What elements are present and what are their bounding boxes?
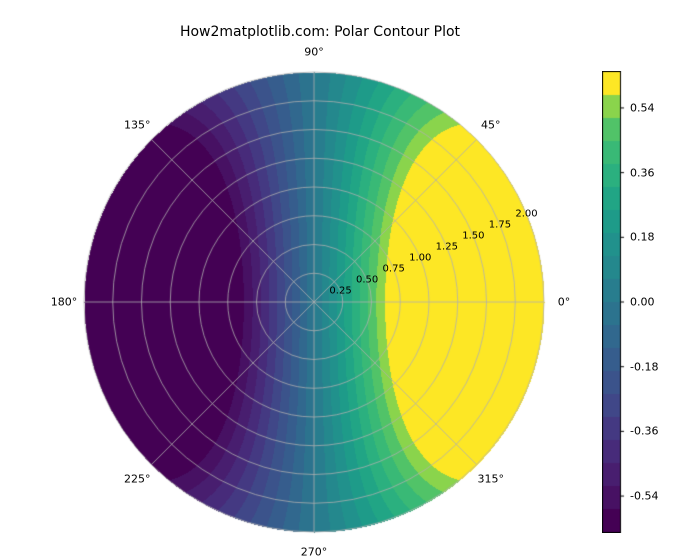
radial-tick-label: 0.75	[383, 263, 405, 274]
page-title: How2matplotlib.com: Polar Contour Plot	[0, 24, 670, 40]
radial-tick-label: 1.25	[436, 241, 458, 252]
angular-tick-label: 225°	[124, 472, 151, 485]
radial-tick-label: 0.25	[329, 285, 351, 296]
colorbar-tick-label: 0.36	[630, 166, 655, 179]
colorbar-tick-label: -0.36	[630, 425, 658, 438]
radial-tick-label: 2.00	[515, 208, 537, 219]
radial-tick-label: 1.50	[462, 230, 484, 241]
colorbar-tick-label: -0.54	[630, 490, 658, 503]
colorbar-tick-label: 0.00	[630, 296, 655, 309]
angular-tick-label: 270°	[301, 546, 328, 559]
angular-tick-label: 90°	[304, 46, 324, 59]
angular-tick-label: 135°	[124, 119, 151, 132]
angular-tick-label: 0°	[558, 296, 571, 309]
colorbar-tick-label: 0.54	[630, 101, 655, 114]
colorbar-tick-label: -0.18	[630, 360, 658, 373]
polar-overlay: 0°45°90°135°180°225°270°315°0.250.500.75…	[82, 70, 546, 534]
colorbar-ticks: -0.54 -0.36 -0.18 0.00 0.18 0.36 0.54	[602, 72, 682, 532]
angular-tick-label: 180°	[51, 296, 78, 309]
colorbar-tick-label: 0.18	[630, 231, 655, 244]
radial-tick-label: 0.50	[356, 274, 378, 285]
radial-tick-label: 1.00	[409, 252, 431, 263]
radial-tick-label: 1.75	[489, 219, 511, 230]
angular-tick-label: 315°	[478, 472, 505, 485]
angular-tick-label: 45°	[481, 119, 501, 132]
